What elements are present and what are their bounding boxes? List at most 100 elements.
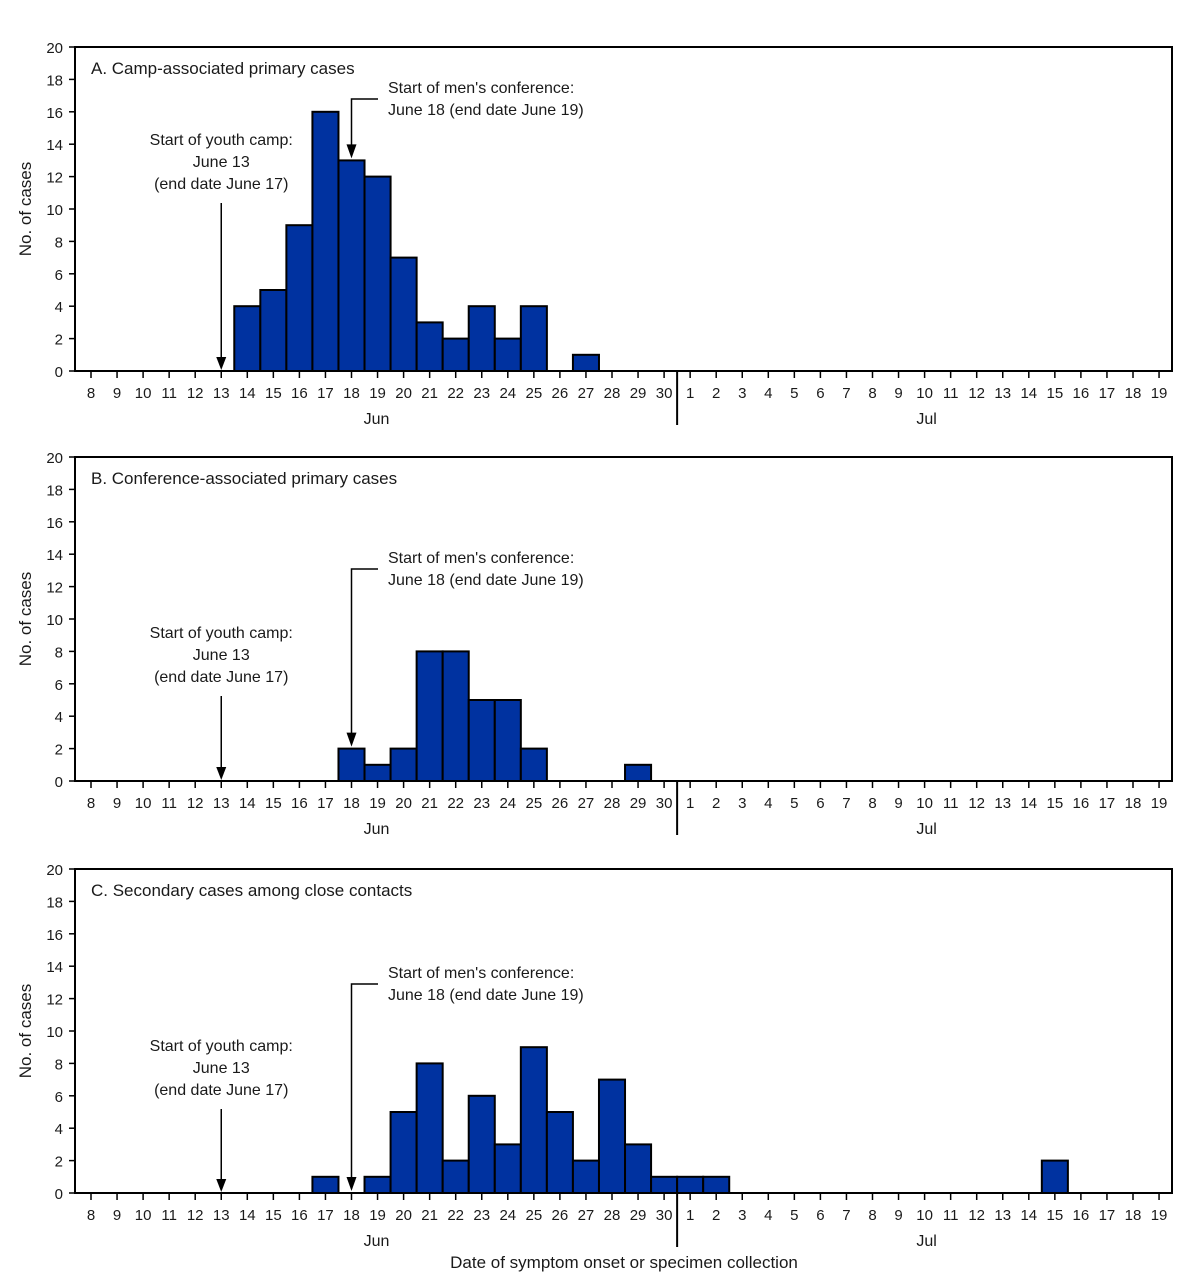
x-tick-label: 14 — [239, 795, 256, 812]
bar — [519, 1046, 548, 1194]
x-tick-label: 13 — [994, 1207, 1011, 1224]
plot-frame — [74, 456, 1173, 782]
x-tick-label: 1 — [686, 385, 694, 402]
youth-camp-annotation-text: Start of youth camp: — [150, 1038, 293, 1055]
x-tick-label: 18 — [343, 1207, 360, 1224]
youth-camp-annotation-text: (end date June 17) — [154, 669, 288, 686]
bar — [545, 1111, 574, 1194]
x-tick-label: 28 — [604, 1207, 621, 1224]
x-tick-label: 10 — [916, 795, 933, 812]
y-tick-label: 16 — [46, 105, 63, 122]
arrow-head-icon — [216, 1179, 227, 1192]
bar — [259, 289, 288, 372]
y-tick-label: 20 — [46, 450, 63, 467]
x-tick-label: 3 — [738, 1207, 746, 1224]
x-tick-label: 27 — [578, 795, 595, 812]
conference-arrow-line — [350, 983, 378, 1179]
y-tick-label: 8 — [55, 1056, 63, 1073]
bar — [337, 159, 366, 372]
x-tick-label: 9 — [894, 795, 902, 812]
y-tick-label: 12 — [46, 992, 63, 1009]
x-tick-label: 6 — [816, 1207, 824, 1224]
youth-camp-annotation-text: Start of youth camp: — [150, 625, 293, 642]
y-tick-label: 10 — [46, 612, 63, 629]
conference-annotation-text: Start of men's conference: — [388, 550, 574, 567]
x-tick-label: 11 — [943, 795, 959, 812]
x-tick-label: 16 — [1073, 1207, 1090, 1224]
bar — [597, 1078, 627, 1194]
y-tick-label: 12 — [46, 170, 63, 187]
bar — [285, 224, 314, 372]
bar — [415, 321, 444, 372]
x-tick-label: 9 — [894, 1207, 902, 1224]
x-tick-label: 12 — [968, 1207, 985, 1224]
bar — [467, 1094, 496, 1195]
y-axis-label: No. of cases — [16, 162, 35, 257]
x-tick-label: 18 — [343, 385, 360, 402]
x-tick-label: 29 — [630, 795, 647, 812]
x-tick-label: 8 — [87, 385, 95, 402]
x-tick-label: 14 — [239, 1207, 256, 1224]
x-tick-label: 29 — [630, 1207, 647, 1224]
x-tick-label: 15 — [265, 795, 282, 812]
bar — [519, 305, 548, 373]
panel-title: A. Camp-associated primary cases — [91, 59, 355, 78]
x-tick-label: 14 — [1020, 385, 1037, 402]
bar — [389, 1111, 418, 1194]
x-tick-label: 10 — [135, 1207, 152, 1224]
x-tick-label: 17 — [317, 1207, 334, 1224]
y-axis-label: No. of cases — [16, 572, 35, 667]
arrow-head-icon — [346, 732, 357, 747]
bar — [441, 1159, 470, 1194]
y-tick-label: 16 — [46, 927, 63, 944]
x-tick-label: 16 — [1073, 385, 1090, 402]
x-tick-label: 15 — [1047, 1207, 1064, 1224]
y-tick-label: 18 — [46, 894, 63, 911]
x-tick-label: 11 — [161, 1207, 177, 1224]
x-tick-label: 4 — [764, 1207, 772, 1224]
x-tick-label: 9 — [113, 1207, 121, 1224]
x-tick-label: 5 — [790, 1207, 798, 1224]
y-tick-label: 0 — [55, 364, 63, 381]
x-tick-label: 19 — [1151, 385, 1168, 402]
x-tick-label: 17 — [317, 385, 334, 402]
x-tick-label: 13 — [213, 385, 230, 402]
x-tick-label: 15 — [1047, 795, 1064, 812]
x-tick-label: 14 — [1020, 1207, 1037, 1224]
x-tick-label: 10 — [135, 795, 152, 812]
x-tick-label: 11 — [943, 1207, 959, 1224]
x-tick-label: 19 — [369, 795, 386, 812]
bar — [311, 1175, 340, 1195]
youth-camp-annotation-text: (end date June 17) — [154, 1082, 288, 1099]
x-tick-label: 18 — [343, 795, 360, 812]
x-tick-label: 18 — [1125, 1207, 1142, 1224]
x-tick-label: 18 — [1125, 385, 1142, 402]
x-tick-label: 20 — [395, 795, 412, 812]
x-tick-label: 28 — [604, 795, 621, 812]
bar — [467, 305, 496, 373]
y-tick-label: 10 — [46, 202, 63, 219]
youth-camp-annotation-text: June 13 — [193, 154, 250, 171]
x-tick-label: 2 — [712, 385, 720, 402]
bar — [676, 1175, 705, 1195]
y-tick-label: 20 — [46, 40, 63, 57]
bar — [311, 110, 340, 373]
x-tick-label: 7 — [842, 385, 850, 402]
x-tick-label: 20 — [395, 1207, 412, 1224]
x-tick-label: 9 — [113, 795, 121, 812]
bar — [389, 256, 418, 373]
bar — [363, 1175, 392, 1195]
x-tick-label: 12 — [187, 1207, 204, 1224]
y-tick-label: 0 — [55, 774, 63, 791]
bar — [441, 650, 470, 783]
x-tick-label: 27 — [578, 1207, 595, 1224]
x-tick-label: 17 — [317, 795, 334, 812]
x-tick-label: 23 — [473, 1207, 490, 1224]
x-tick-label: 24 — [499, 795, 516, 812]
x-tick-label: 14 — [1020, 795, 1037, 812]
panel-title: B. Conference-associated primary cases — [91, 469, 397, 488]
x-tick-label: 17 — [1099, 795, 1116, 812]
arrow-head-icon — [216, 767, 227, 780]
month-label: Jul — [916, 411, 936, 428]
